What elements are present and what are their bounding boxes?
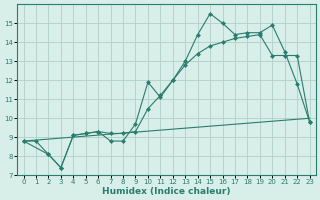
X-axis label: Humidex (Indice chaleur): Humidex (Indice chaleur) — [102, 187, 231, 196]
